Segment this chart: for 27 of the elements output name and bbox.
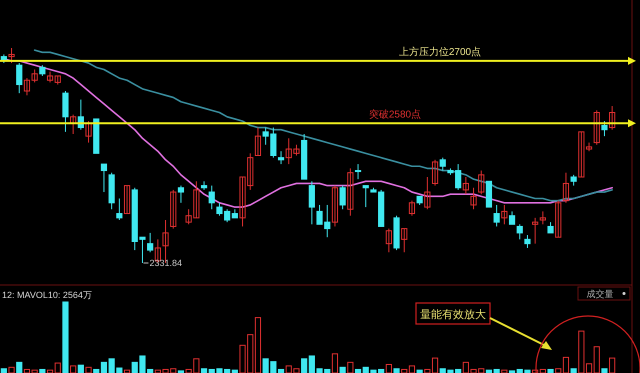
bar	[570, 368, 577, 373]
bar	[547, 368, 554, 373]
bar	[332, 353, 338, 373]
ref-line-label: 上方压力位2700点	[398, 46, 482, 58]
text: 12: MAVOL10: 2564万	[2, 290, 92, 300]
bar	[70, 365, 76, 373]
bar	[340, 366, 346, 373]
bar	[85, 366, 92, 373]
bar	[609, 358, 616, 373]
text: 成交量	[586, 289, 614, 299]
bar	[393, 368, 400, 373]
bar	[39, 368, 46, 373]
bar	[501, 370, 508, 373]
annotation: 量能有效放大	[420, 308, 486, 321]
bar	[8, 366, 15, 373]
bar	[416, 370, 423, 373]
bar	[386, 364, 392, 373]
bar	[601, 368, 608, 373]
annotation: 2331.84	[149, 258, 182, 268]
ref-line-label: 突破2580点	[368, 108, 422, 120]
bar	[347, 362, 354, 373]
bar	[0, 368, 7, 373]
bar	[124, 370, 130, 373]
bar	[78, 364, 84, 373]
bar	[16, 362, 22, 373]
bar	[178, 370, 184, 373]
bar	[62, 302, 69, 373]
